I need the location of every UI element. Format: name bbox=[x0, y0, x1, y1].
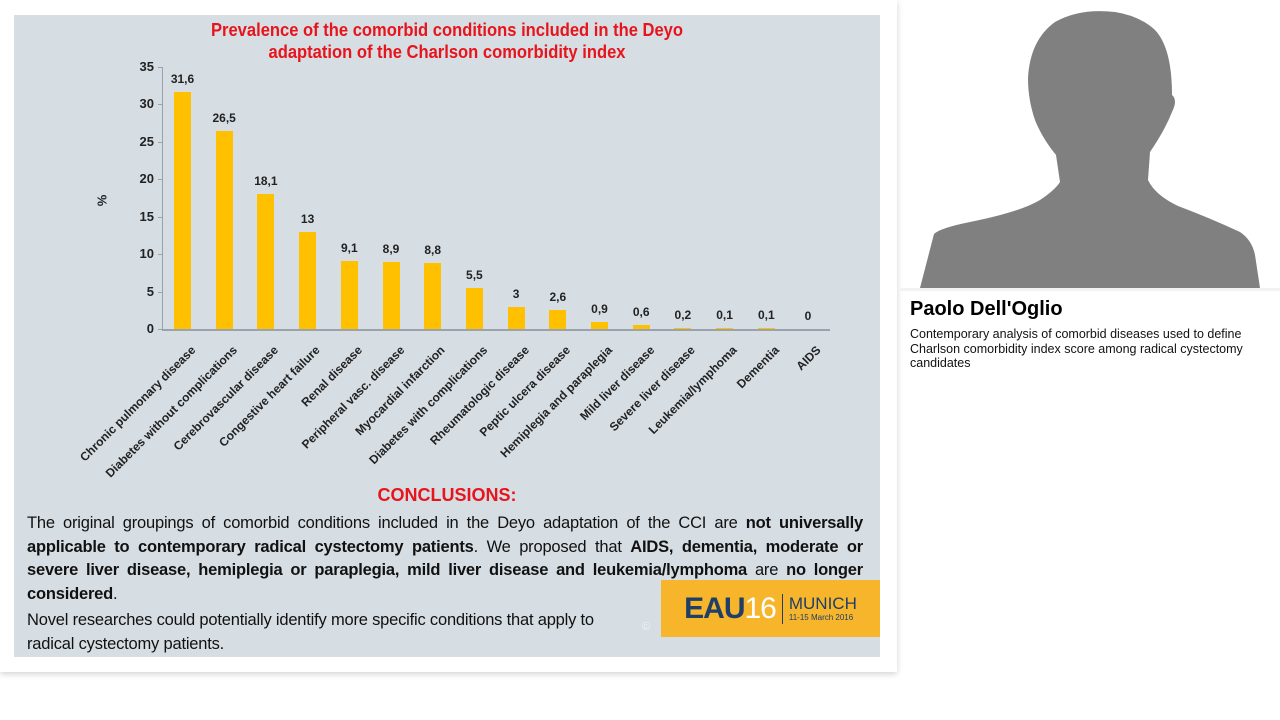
bar-value-label: 0,9 bbox=[591, 302, 608, 317]
y-tick-label: 10 bbox=[139, 246, 154, 262]
y-tick-label: 5 bbox=[146, 283, 154, 299]
y-tick-label: 30 bbox=[139, 96, 154, 112]
bar-value-label: 3 bbox=[512, 286, 520, 301]
bar bbox=[507, 306, 525, 329]
chart-title-line-1: Prevalence of the comorbid conditions in… bbox=[210, 20, 684, 40]
bar bbox=[591, 322, 608, 329]
chart-title: Prevalence of the comorbid conditions in… bbox=[49, 19, 846, 63]
speaker-photo bbox=[910, 0, 1280, 288]
eau16-logo: EAU 16 MUNICH 11-15 March 2016 bbox=[661, 580, 880, 637]
y-tick-mark bbox=[158, 254, 162, 256]
bar-value-label: 31,6 bbox=[170, 72, 195, 87]
bar-value-label: 2,6 bbox=[549, 289, 567, 304]
y-tick-mark bbox=[158, 179, 162, 181]
y-tick-label: 0 bbox=[146, 321, 154, 336]
y-tick-mark bbox=[158, 104, 162, 106]
bar bbox=[299, 231, 317, 329]
bar-value-label: 13 bbox=[300, 211, 315, 226]
bar-value-label: 8,8 bbox=[424, 243, 442, 258]
x-axis-line bbox=[162, 329, 830, 331]
person-silhouette-icon bbox=[920, 11, 1260, 288]
y-tick-label: 25 bbox=[139, 133, 154, 149]
y-axis-line bbox=[162, 67, 163, 329]
logo-year-text: 16 bbox=[744, 591, 776, 625]
logo-eau-text: EAU bbox=[684, 591, 745, 625]
speaker-divider bbox=[900, 288, 1280, 291]
bar bbox=[632, 324, 650, 329]
novel-research-text: Novel researches could potentially ident… bbox=[27, 611, 594, 653]
bar bbox=[465, 287, 483, 329]
y-tick-mark bbox=[158, 216, 162, 218]
logo-divider bbox=[781, 593, 783, 624]
bar-value-label: 0,1 bbox=[716, 308, 733, 323]
bar bbox=[549, 309, 567, 329]
copyright-mark: © bbox=[642, 621, 651, 633]
logo-city-block: MUNICH 11-15 March 2016 bbox=[789, 595, 857, 622]
bar-value-label: 8,9 bbox=[382, 242, 400, 257]
bar-value-label: 9,1 bbox=[340, 240, 358, 255]
bar-value-label: 0,1 bbox=[757, 308, 775, 323]
x-category-label: AIDS bbox=[792, 343, 824, 374]
bar bbox=[174, 92, 191, 329]
y-tick-label: 20 bbox=[139, 171, 154, 187]
y-tick-label: 35 bbox=[139, 59, 154, 74]
logo-city: MUNICH bbox=[788, 594, 857, 613]
y-axis-label: % bbox=[94, 194, 110, 207]
bar bbox=[716, 328, 734, 329]
bar bbox=[382, 262, 400, 329]
bar bbox=[757, 328, 775, 329]
bar-value-label: 5,5 bbox=[466, 267, 483, 282]
conclusions-title: CONCLUSIONS: bbox=[377, 485, 517, 505]
y-tick-label: 15 bbox=[139, 208, 154, 224]
bar bbox=[215, 130, 233, 329]
y-tick-mark bbox=[158, 141, 162, 143]
x-category-label: Dementia bbox=[733, 343, 782, 392]
bar bbox=[674, 327, 692, 329]
bar bbox=[257, 193, 275, 329]
slide: Prevalence of the comorbid conditions in… bbox=[14, 15, 880, 657]
logo-dates: 11-15 March 2016 bbox=[788, 613, 854, 622]
bar bbox=[424, 263, 442, 329]
chart-title-line-2: adaptation of the Charlson comorbidity i… bbox=[268, 42, 626, 62]
y-tick-mark bbox=[158, 329, 162, 330]
bar-value-label: 26,5 bbox=[212, 110, 236, 125]
bar-value-label: 0 bbox=[804, 309, 812, 323]
slide-frame: Prevalence of the comorbid conditions in… bbox=[14, 15, 880, 657]
bar-value-label: 0,2 bbox=[674, 307, 692, 322]
speaker-name: Paolo Dell'Oglio bbox=[910, 298, 1063, 320]
bar-value-label: 18,1 bbox=[254, 173, 278, 188]
conclusions-text: The original groupings of comorbid condi… bbox=[27, 514, 864, 603]
bar-value-label: 0,6 bbox=[632, 304, 650, 319]
talk-title: Contemporary analysis of comorbid diseas… bbox=[910, 327, 1243, 370]
x-category-label: Mild liver disease bbox=[576, 343, 657, 424]
y-tick-mark bbox=[158, 291, 162, 293]
y-tick-mark bbox=[158, 67, 162, 68]
bar bbox=[340, 260, 358, 329]
